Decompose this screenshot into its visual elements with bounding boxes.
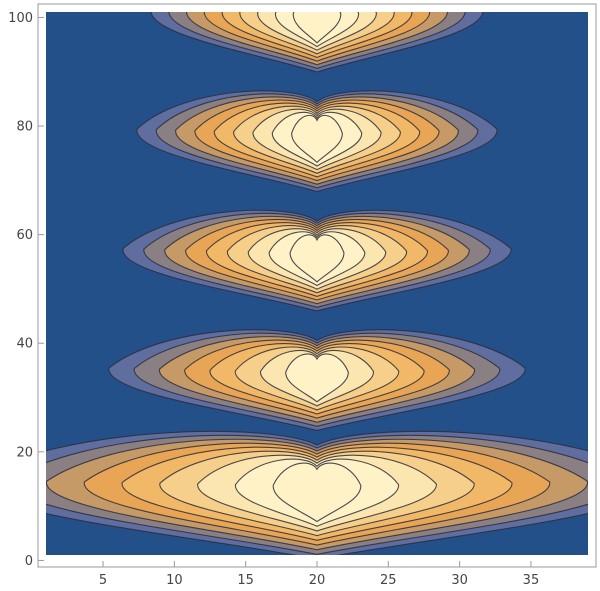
y-tick-label: 80	[16, 120, 33, 135]
x-tick-label: 30	[451, 573, 468, 588]
x-tick-label: 25	[380, 573, 397, 588]
x-tick-label: 10	[166, 573, 183, 588]
x-tick-label: 20	[309, 573, 326, 588]
y-tick-label: 20	[16, 445, 33, 460]
contour-layers	[46, 12, 588, 555]
contour-band	[292, 12, 342, 44]
y-tick-label: 60	[16, 228, 33, 243]
y-tick-label: 100	[8, 11, 33, 26]
y-axis: 0 20 40 60 80 100	[8, 11, 44, 569]
contour-band	[285, 353, 349, 403]
x-tick-label: 35	[523, 573, 540, 588]
x-tick-label: 15	[237, 573, 254, 588]
y-tick-label: 0	[25, 554, 33, 569]
contour-band	[291, 114, 343, 164]
contour-band	[272, 462, 362, 523]
x-tick-label: 5	[99, 573, 107, 588]
y-tick-label: 40	[16, 337, 33, 352]
x-axis: 5 10 15 20 25 30 35	[99, 561, 539, 588]
contour-band	[289, 234, 345, 283]
